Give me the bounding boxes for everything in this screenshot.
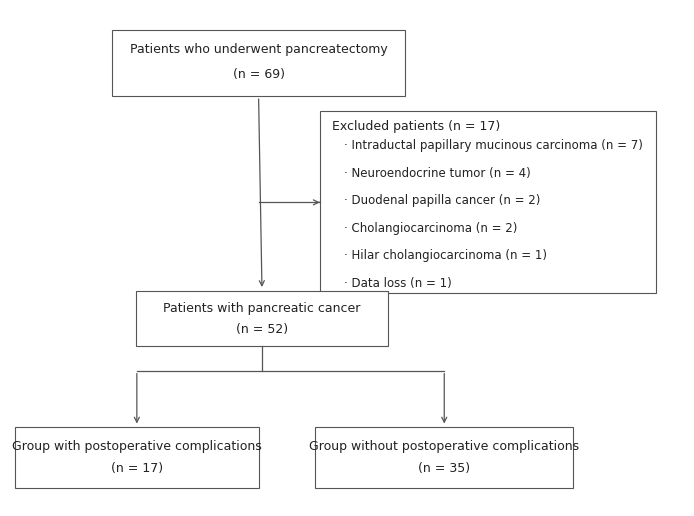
Text: Group without postoperative complications: Group without postoperative complication… [310,440,579,453]
Text: (n = 52): (n = 52) [236,324,288,336]
Text: Excluded patients (n = 17): Excluded patients (n = 17) [332,120,500,133]
Bar [320,111,657,294]
Bar [15,427,259,488]
Text: · Intraductal papillary mucinous carcinoma (n = 7): · Intraductal papillary mucinous carcino… [344,139,643,152]
Text: Patients who underwent pancreatectomy: Patients who underwent pancreatectomy [130,43,387,56]
Bar [315,427,573,488]
Text: (n = 17): (n = 17) [111,462,163,475]
Bar [112,30,405,96]
Text: (n = 69): (n = 69) [232,68,285,81]
Bar [136,291,388,347]
Text: · Cholangiocarcinoma (n = 2): · Cholangiocarcinoma (n = 2) [344,222,517,235]
Text: (n = 35): (n = 35) [418,462,471,475]
Text: · Duodenal papilla cancer (n = 2): · Duodenal papilla cancer (n = 2) [344,194,540,207]
Text: · Data loss (n = 1): · Data loss (n = 1) [344,277,451,290]
Text: Patients with pancreatic cancer: Patients with pancreatic cancer [163,302,361,315]
Text: · Neuroendocrine tumor (n = 4): · Neuroendocrine tumor (n = 4) [344,167,530,180]
Text: Group with postoperative complications: Group with postoperative complications [12,440,262,453]
Text: · Hilar cholangiocarcinoma (n = 1): · Hilar cholangiocarcinoma (n = 1) [344,249,547,262]
